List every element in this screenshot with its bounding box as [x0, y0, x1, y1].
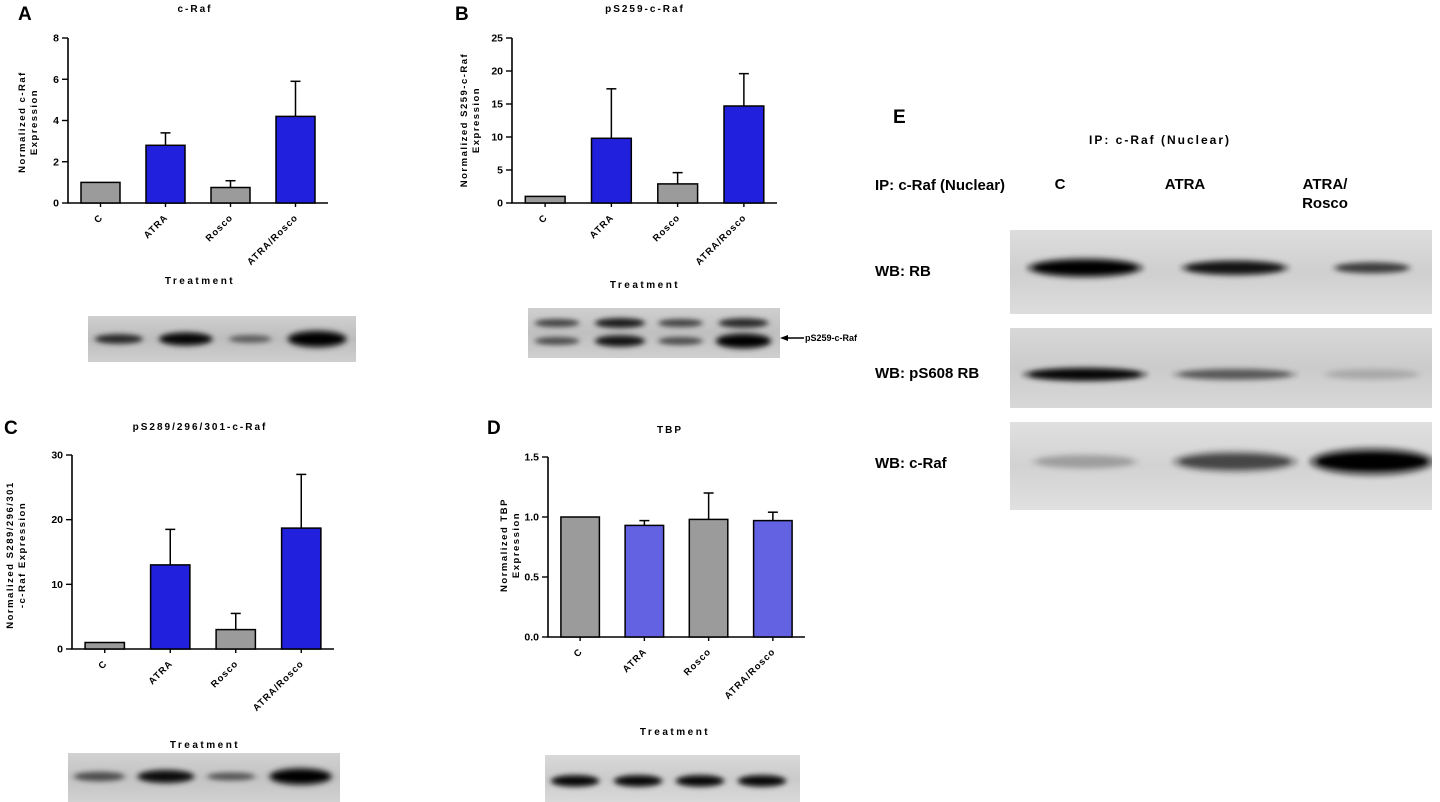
svg-text:5: 5: [497, 165, 503, 177]
chart-a-x-axis-label: Treatment: [164, 276, 236, 287]
svg-text:Rosco: Rosco: [651, 212, 683, 244]
svg-text:Rosco: Rosco: [204, 212, 236, 244]
chart-a-plot: 0 2 4 6 8 C ATRA Rosco ATRA/Rosco: [28, 30, 340, 281]
panel-e-col-header-atra-rosco: ATRA/ Rosco: [1302, 176, 1348, 212]
panel-e-title: IP: c-Raf (Nuclear): [1088, 133, 1232, 147]
svg-text:ATRA: ATRA: [621, 646, 650, 675]
panel-e-col-header-c: C: [1054, 176, 1066, 193]
panel-b: B pS259-c-Raf Normalized S259-c-Raf Expr…: [440, 0, 880, 400]
svg-text:ATRA/Rosco: ATRA/Rosco: [694, 212, 749, 267]
panel-e-col-header-atra: ATRA: [1164, 176, 1206, 193]
svg-text:C: C: [97, 658, 110, 671]
chart-b-title: pS259-c-Raf: [605, 4, 685, 15]
wb-rb-label: WB: RB: [875, 263, 931, 280]
chart-b-plot: 0 5 10 15 20 25 C ATRA Rosco ATRA/Rosco: [468, 30, 787, 278]
western-blot-b: [528, 308, 780, 358]
chart-d-plot: 0.0 0.5 1.0 1.5 C ATRA Rosco ATRA/Rosco: [508, 449, 819, 725]
svg-text:10: 10: [51, 579, 63, 591]
panel-d: D TBP Normalized TBP Expression 0.0 0.5 1.…: [480, 415, 920, 802]
panel-d-letter: D: [487, 418, 501, 439]
svg-text:ATRA: ATRA: [142, 212, 171, 241]
svg-text:20: 20: [491, 66, 503, 78]
chart-d-title: TBP: [657, 425, 683, 436]
svg-text:1.0: 1.0: [524, 512, 539, 524]
panel-e: E IP: c-Raf (Nuclear) IP: c-Raf (Nuclear…: [860, 95, 1440, 535]
svg-text:0: 0: [53, 198, 59, 210]
svg-text:0: 0: [57, 644, 63, 656]
svg-text:30: 30: [51, 450, 63, 462]
chart-c-x-axis-label: Treatment: [169, 740, 241, 751]
band-annotation: pS259-c-Raf: [780, 333, 857, 343]
svg-text:ATRA: ATRA: [147, 658, 176, 687]
svg-text:1.5: 1.5: [524, 452, 539, 464]
wb-ps608-rb-label: WB: pS608 RB: [875, 365, 980, 382]
svg-text:2: 2: [53, 156, 59, 168]
svg-text:20: 20: [51, 514, 63, 526]
panel-b-letter: B: [455, 4, 469, 25]
chart-c-y-axis-label: Normalized S289/296/301 -c-Raf Expressio…: [5, 481, 28, 629]
panel-a-letter: A: [18, 4, 32, 25]
svg-text:C: C: [572, 646, 585, 659]
svg-text:Rosco: Rosco: [682, 646, 714, 678]
svg-text:0.0: 0.0: [524, 632, 539, 644]
chart-a-title: c-Raf: [177, 4, 213, 15]
svg-text:ATRA/Rosco: ATRA/Rosco: [245, 212, 300, 267]
svg-text:ATRA/Rosco: ATRA/Rosco: [251, 658, 306, 713]
western-blot-e-ps608-rb: [1010, 328, 1432, 408]
chart-c-title: pS289/296/301-c-Raf: [132, 422, 268, 433]
chart-d-x-axis-label: Treatment: [639, 727, 711, 738]
svg-text:6: 6: [53, 74, 59, 86]
svg-text:25: 25: [491, 33, 503, 45]
svg-text:ATRA: ATRA: [588, 212, 617, 241]
svg-text:0.5: 0.5: [524, 572, 539, 584]
panel-e-row-header: IP: c-Raf (Nuclear): [875, 177, 1006, 194]
svg-text:C: C: [537, 212, 550, 225]
svg-text:C: C: [92, 212, 105, 225]
western-blot-e-rb: [1010, 230, 1432, 314]
western-blot-d: [545, 755, 800, 802]
western-blot-e-craf: [1010, 422, 1432, 510]
panel-c: C pS289/296/301-c-Raf Normalized S289/29…: [0, 415, 440, 802]
band-annotation-label: pS259-c-Raf: [805, 333, 858, 343]
svg-text:0: 0: [497, 198, 503, 210]
panel-e-letter: E: [893, 107, 906, 128]
svg-text:10: 10: [491, 132, 503, 144]
wb-craf-label: WB: c-Raf: [875, 455, 947, 472]
chart-c-plot: 0 10 20 30 C ATRA Rosco ATRA/Rosco: [30, 447, 346, 737]
svg-text:15: 15: [491, 99, 503, 111]
svg-text:8: 8: [53, 33, 59, 45]
svg-text:Rosco: Rosco: [209, 658, 241, 690]
svg-text:4: 4: [53, 115, 59, 127]
western-blot-c: [68, 753, 340, 802]
panel-c-letter: C: [4, 418, 18, 439]
western-blot-a: [88, 316, 356, 362]
svg-text:ATRA/Rosco: ATRA/Rosco: [723, 646, 778, 701]
band-pointer-arrow-icon: [780, 334, 804, 342]
chart-b-x-axis-label: Treatment: [609, 280, 681, 291]
